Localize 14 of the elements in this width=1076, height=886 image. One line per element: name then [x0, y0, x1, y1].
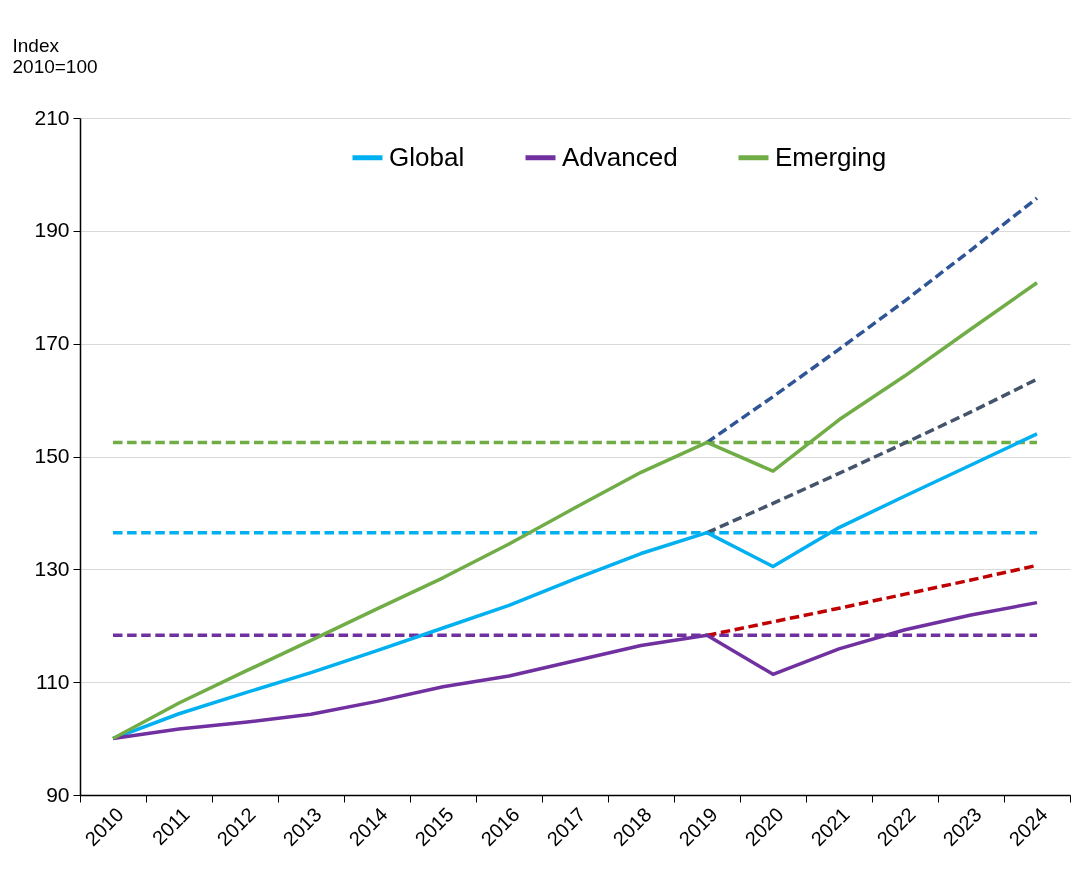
legend-label: Advanced: [562, 141, 678, 172]
legend-label: Global: [389, 141, 465, 172]
y-tick-label: 190: [34, 218, 70, 242]
y-axis-title: Index 2010=100: [12, 34, 98, 77]
y-tick-label: 90: [46, 782, 70, 806]
y-tick-label: 110: [36, 669, 70, 693]
line-series: [111, 280, 1039, 741]
y-tick-label: 130: [34, 556, 70, 580]
y-tick-label: 150: [34, 444, 70, 467]
y-tick-label: 170: [34, 331, 70, 355]
legend-label: Emerging: [775, 141, 887, 172]
y-tick-label: 210: [34, 105, 70, 129]
line-series: [705, 377, 1039, 535]
line-series: [705, 196, 1039, 445]
